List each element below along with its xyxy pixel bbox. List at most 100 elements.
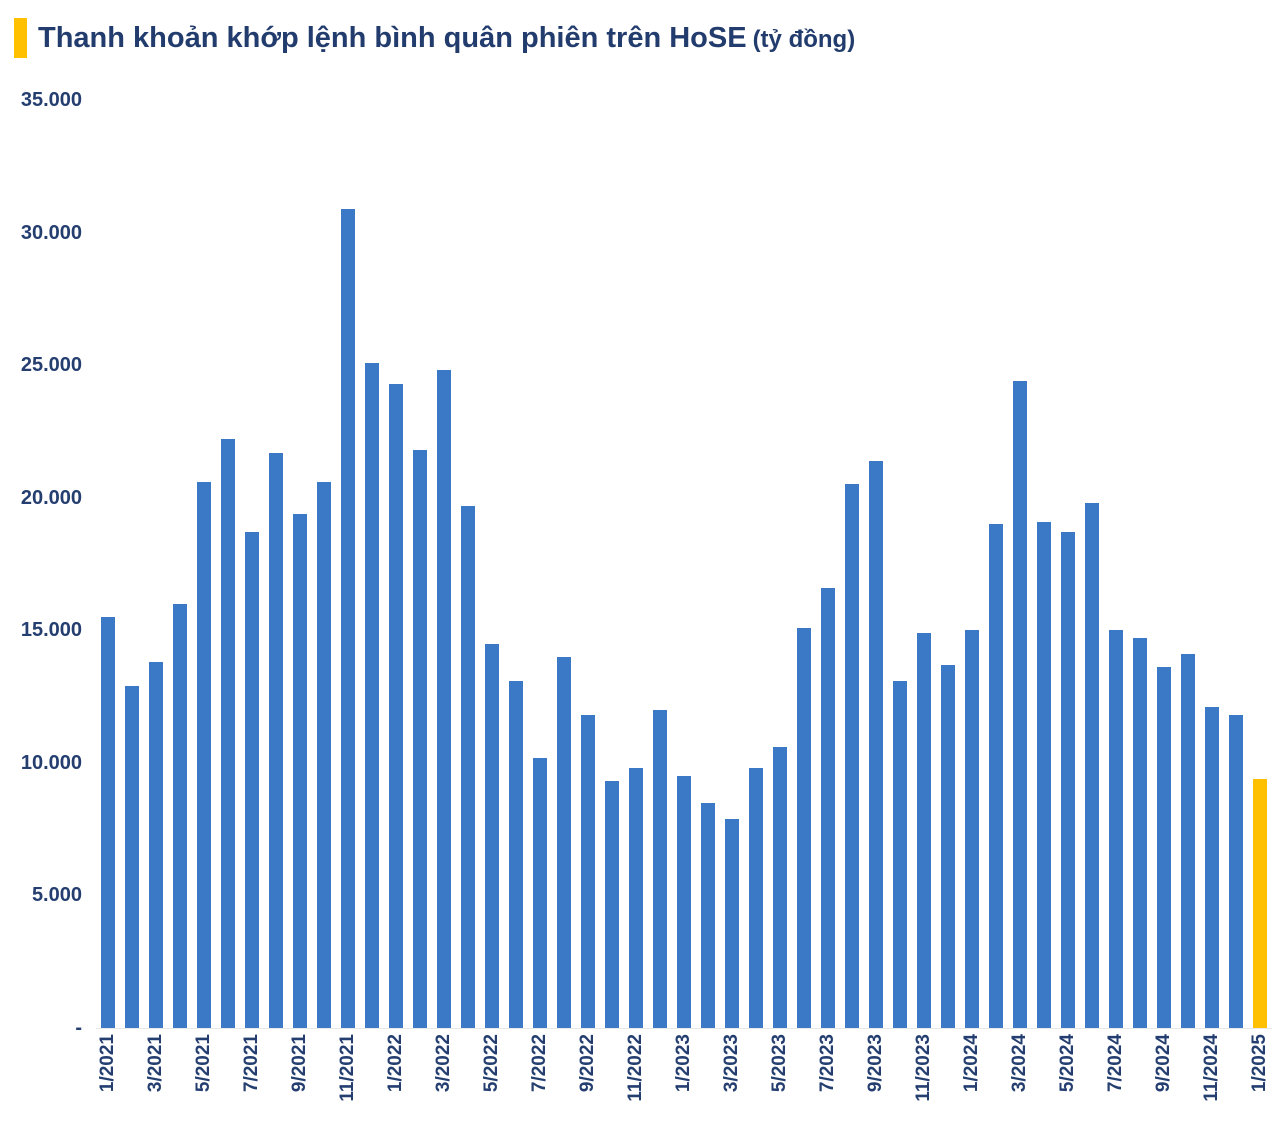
bar-11/2024 [1205,707,1219,1028]
y-tick-label: 20.000 [20,486,82,509]
bar-11/2023 [917,632,931,1028]
bar-6/2023 [797,627,811,1028]
bar-1/2022 [389,383,403,1028]
bar-7/2024 [1109,630,1123,1028]
bar-5/2023 [773,746,787,1028]
x-slot: 3/2024 [1008,1034,1032,1092]
bar-5/2024 [1061,532,1075,1028]
x-tick-label: 11/2024 [1201,1034,1222,1102]
y-tick-label: 30.000 [20,221,82,244]
chart-header: Thanh khoản khớp lệnh bình quân phiên tr… [14,18,855,58]
bar-slot [96,100,120,1028]
x-axis: 1/2021 3/2021 5/2021 7/2021 9/2021 11/2021 1/2… [96,1034,1272,1102]
bar-slot [384,100,408,1028]
bar-2/2021 [125,685,139,1028]
x-slot: 1/2024 [960,1034,984,1092]
y-tick-label: 35.000 [20,89,82,111]
x-tick-label: 3/2024 [1009,1034,1030,1093]
bar-9/2021 [293,513,307,1028]
x-tick-label: 5/2023 [769,1034,790,1093]
bar-slot [504,100,528,1028]
bar-12/2021 [365,362,379,1028]
x-slot: 11/2021 [336,1034,360,1102]
x-tick-label: 9/2022 [577,1034,598,1093]
bar-slot [600,100,624,1028]
x-slot: 1/2023 [672,1034,696,1092]
bar-slot [1104,100,1128,1028]
bar-11/2022 [629,768,643,1028]
bar-slot [840,100,864,1028]
x-slot: 3/2021 [144,1034,168,1092]
bar-12/2022 [653,709,667,1028]
bar-9/2024 [1157,667,1171,1028]
bar-10/2023 [893,680,907,1028]
x-slot: 9/2024 [1152,1034,1176,1092]
bar-slot [1152,100,1176,1028]
bar-slot [1248,100,1272,1028]
x-slot: 5/2023 [768,1034,792,1092]
bar-11/2021 [341,208,355,1028]
bar-4/2023 [749,768,763,1028]
bar-2/2023 [701,802,715,1028]
bar-slot [768,100,792,1028]
bar-slot [936,100,960,1028]
bar-6/2024 [1085,503,1099,1028]
x-slot: 1/2021 [96,1034,120,1092]
x-tick-label: 7/2022 [529,1034,550,1093]
x-slot: 9/2023 [864,1034,888,1092]
x-tick-label: 5/2021 [193,1034,214,1093]
x-tick-label: 9/2023 [865,1034,886,1093]
bar-3/2023 [725,818,739,1028]
bar-slot [1176,100,1200,1028]
bar-5/2021 [197,481,211,1028]
x-slot: 11/2023 [912,1034,936,1102]
bar-slot [816,100,840,1028]
x-tick-label: 1/2024 [961,1034,982,1093]
bar-slot [960,100,984,1028]
bar-2/2024 [989,524,1003,1028]
bar-slot [1224,100,1248,1028]
bar-slot [624,100,648,1028]
bar-1/2023 [677,776,691,1028]
x-slot: 1/2022 [384,1034,408,1092]
bar-slot [1056,100,1080,1028]
bar-2/2022 [413,450,427,1028]
bar-slot [744,100,768,1028]
bar-7/2022 [533,757,547,1028]
bar-slot [336,100,360,1028]
bar-slot [984,100,1008,1028]
bar-slot [648,100,672,1028]
bar-3/2024 [1013,381,1027,1028]
x-slot: 9/2021 [288,1034,312,1092]
bar-slot [264,100,288,1028]
y-tick-label: 15.000 [20,619,82,642]
bar-slot [120,100,144,1028]
x-tick-label: 1/2021 [97,1034,118,1093]
bar-slot [480,100,504,1028]
y-tick-label: 10.000 [20,751,82,774]
x-slot: 1/2025 [1248,1034,1272,1092]
bar-slot [408,100,432,1028]
bar-1/2021 [101,617,115,1028]
x-slot: 5/2024 [1056,1034,1080,1092]
bar-slot [312,100,336,1028]
x-tick-label: 1/2022 [385,1034,406,1093]
x-slot: 3/2022 [432,1034,456,1092]
y-tick-label: 25.000 [20,354,82,377]
bar-slot [144,100,168,1028]
plot-area [96,100,1272,1029]
bar-7/2021 [245,532,259,1028]
bar-6/2022 [509,680,523,1028]
bar-slot [1128,100,1152,1028]
x-tick-label: 7/2023 [817,1034,838,1093]
x-slot: 7/2024 [1104,1034,1128,1092]
x-slot: 5/2022 [480,1034,504,1092]
x-slot: 5/2021 [192,1034,216,1092]
bar-slot [672,100,696,1028]
y-tick-label: 5.000 [31,884,82,907]
bar-slot [168,100,192,1028]
x-slot: 11/2024 [1200,1034,1224,1102]
bar-slot [1008,100,1032,1028]
